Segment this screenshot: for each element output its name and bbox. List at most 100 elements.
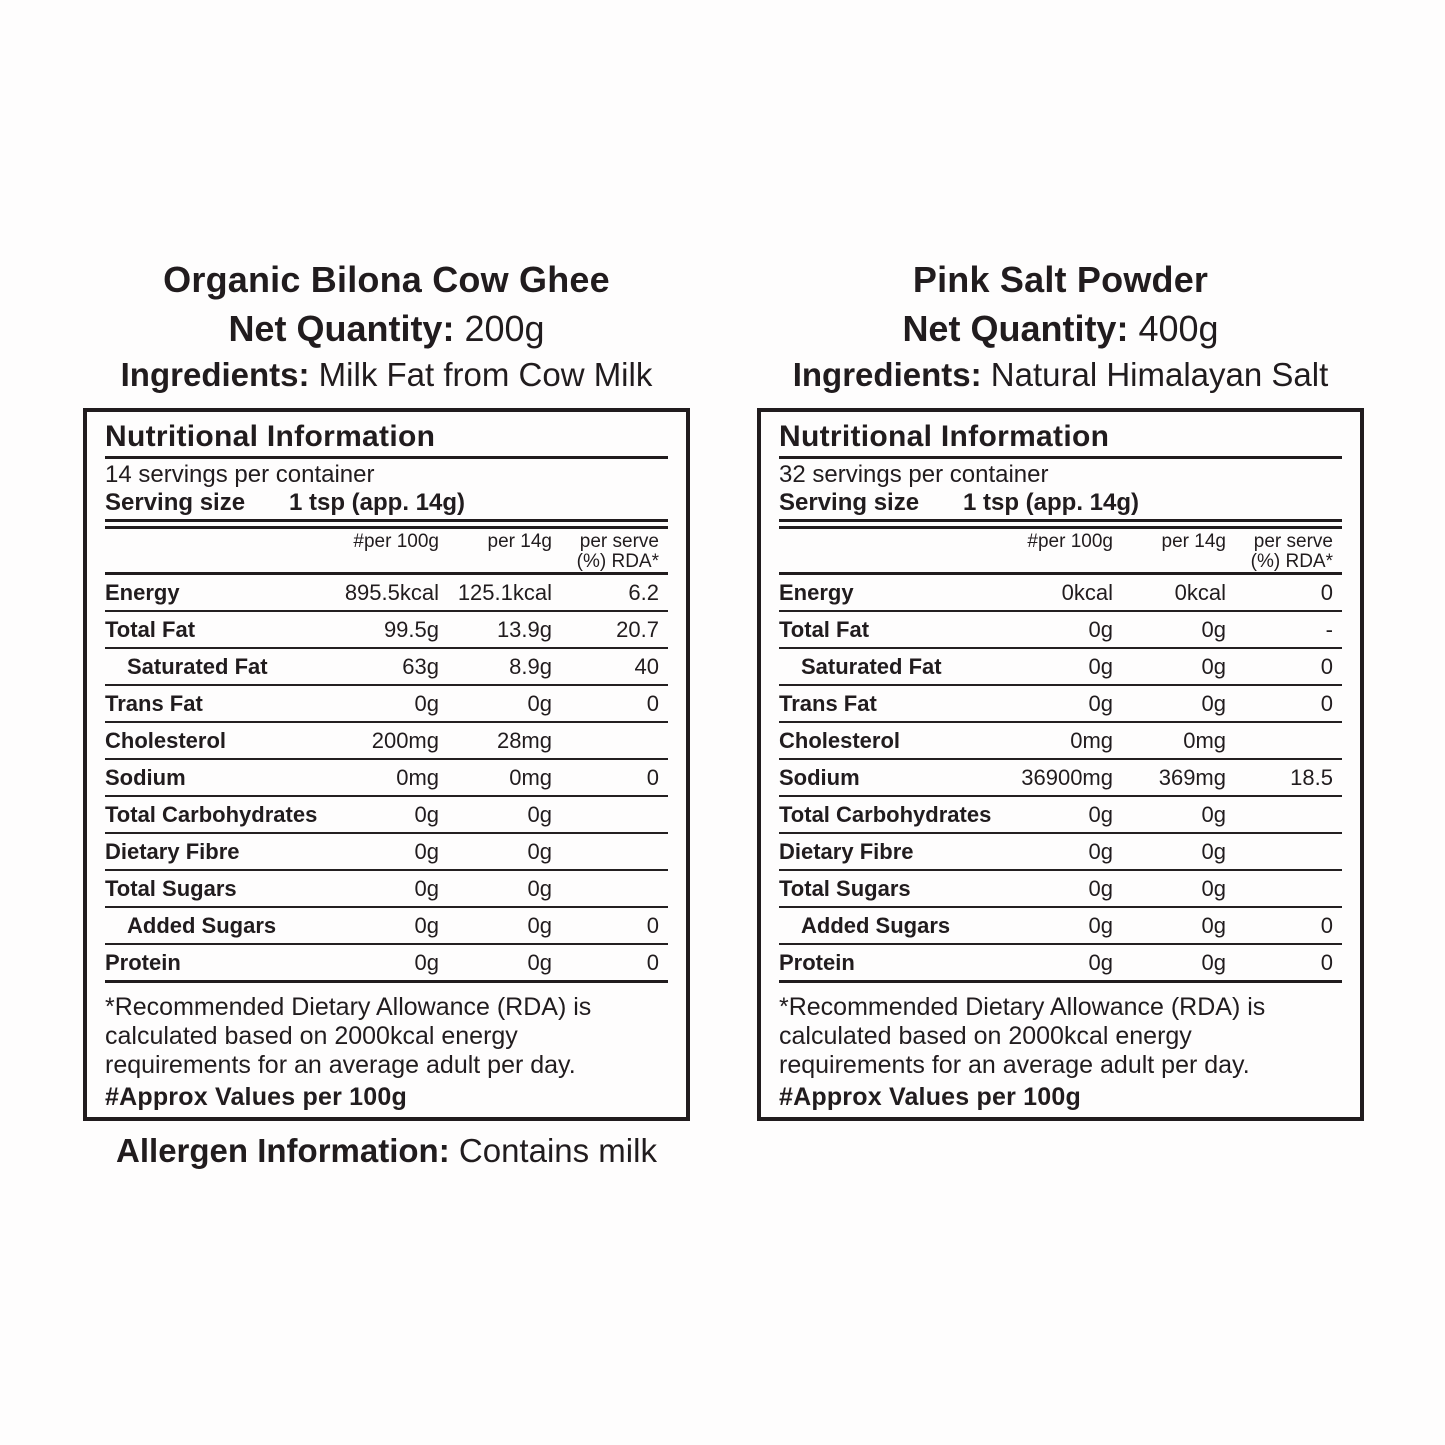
rda-footnote: *Recommended Dietary Allowance (RDA) is …: [779, 993, 1266, 1079]
table-row: Sodium 36900mg 369mg 18.5: [779, 760, 1342, 797]
nutrient-name: Sodium: [779, 765, 860, 790]
nutrient-name: Total Sugars: [779, 876, 911, 901]
value-per-100g: 0mg: [1070, 728, 1113, 753]
nutrient-name: Total Carbohydrates: [105, 802, 318, 827]
column-headers: #per 100g per 14g per serve (%) RDA*: [779, 529, 1342, 575]
table-row: Trans Fat 0g 0g 0: [779, 686, 1342, 723]
value-per-100g: 895.5kcal: [344, 580, 439, 605]
value-per-serve: -: [1325, 617, 1333, 642]
table-row: Protein 0g 0g 0: [105, 945, 668, 983]
serving-size-row: Serving size 1 tsp (app. 14g): [105, 489, 668, 517]
nutrient-name: Cholesterol: [105, 728, 227, 753]
nutrient-name: Total Fat: [779, 617, 870, 642]
serving-size-row: Serving size 1 tsp (app. 14g): [779, 489, 1342, 517]
serving-size-value: 1 tsp (app. 14g): [289, 489, 466, 516]
table-row: Dietary Fibre 0g 0g: [105, 834, 668, 871]
value-per-14g: 125.1kcal: [457, 580, 552, 605]
nutrient-name: Added Sugars: [801, 913, 951, 938]
value-per-14g: 0g: [527, 876, 552, 901]
value-per-serve: 0: [1320, 654, 1333, 679]
col-header-per-100g: #per 100g: [1027, 531, 1113, 552]
nutrient-name: Saturated Fat: [801, 654, 942, 679]
value-per-100g: 0g: [414, 876, 439, 901]
divider: [779, 456, 1342, 459]
value-per-serve: 0: [1320, 691, 1333, 716]
nutrient-name: Total Fat: [105, 617, 196, 642]
value-per-100g: 0g: [414, 839, 439, 864]
value-per-serve: 0: [646, 913, 659, 938]
per-serve-line2: (%) RDA*: [576, 551, 659, 572]
value-per-100g: 0kcal: [1061, 580, 1113, 605]
table-row: Total Fat 0g 0g -: [779, 612, 1342, 649]
value-per-14g: 0g: [527, 839, 552, 864]
value-per-14g: 0g: [527, 802, 552, 827]
table-row: Total Carbohydrates 0g 0g: [105, 797, 668, 834]
net-quantity-line: Net Quantity: 200g: [83, 304, 690, 354]
table-row: Cholesterol 200mg 28mg: [105, 723, 668, 760]
spacer: [982, 356, 991, 393]
value-per-14g: 13.9g: [496, 617, 552, 642]
servings-per-container: 32 servings per container: [779, 461, 1049, 488]
value-per-14g: 369mg: [1158, 765, 1226, 790]
spacer: [454, 308, 464, 349]
value-per-100g: 0g: [414, 950, 439, 975]
value-per-14g: 0g: [1201, 876, 1226, 901]
table-row: Sodium 0mg 0mg 0: [105, 760, 668, 797]
product-name: Pink Salt Powder: [912, 259, 1209, 300]
net-quantity-line: Net Quantity: 400g: [757, 304, 1364, 354]
value-per-100g: 0g: [1088, 839, 1113, 864]
per-serve-line2: (%) RDA*: [1250, 551, 1333, 572]
value-per-14g: 0g: [527, 913, 552, 938]
table-row: Saturated Fat 63g 8.9g 40: [105, 649, 668, 686]
value-per-100g: 63g: [402, 654, 439, 679]
product-name: Organic Bilona Cow Ghee: [163, 259, 610, 300]
value-per-14g: 0g: [1201, 654, 1226, 679]
per-serve-line1: per serve: [1253, 531, 1333, 552]
table-row: Saturated Fat 0g 0g 0: [779, 649, 1342, 686]
value-per-14g: 0kcal: [1174, 580, 1226, 605]
spacer: [450, 1132, 459, 1169]
nutrition-facts-box: Nutritional Information 14 servings per …: [83, 408, 690, 1121]
col-header-per-14g: per 14g: [487, 531, 552, 552]
nutrient-name: Sodium: [105, 765, 186, 790]
nutrient-name: Cholesterol: [779, 728, 901, 753]
column-headers: #per 100g per 14g per serve (%) RDA*: [105, 529, 668, 575]
table-row: Dietary Fibre 0g 0g: [779, 834, 1342, 871]
value-per-100g: 99.5g: [383, 617, 439, 642]
value-per-serve: 0: [646, 950, 659, 975]
nutrient-name: Added Sugars: [127, 913, 277, 938]
value-per-14g: 0mg: [1183, 728, 1226, 753]
ingredients-line: Ingredients: Natural Himalayan Salt: [757, 354, 1364, 396]
allergen-value: Contains milk: [458, 1132, 657, 1169]
table-row: Added Sugars 0g 0g 0: [105, 908, 668, 945]
servings-per-container: 14 servings per container: [105, 461, 375, 488]
col-header-per-14g: per 14g: [1161, 531, 1226, 552]
nutrient-name: Energy: [779, 580, 854, 605]
ingredients-line: Ingredients: Milk Fat from Cow Milk: [83, 354, 690, 396]
value-per-14g: 0g: [1201, 691, 1226, 716]
value-per-serve: 20.7: [616, 617, 659, 642]
value-per-100g: 200mg: [371, 728, 439, 753]
value-per-serve: 6.2: [628, 580, 659, 605]
ingredients-label: Ingredients:: [792, 356, 982, 393]
nutrient-name: Total Sugars: [105, 876, 237, 901]
nutrient-name: Dietary Fibre: [105, 839, 240, 864]
approx-values-note: #Approx Values per 100g: [105, 1083, 407, 1111]
value-per-14g: 0mg: [509, 765, 552, 790]
spacer: [1128, 308, 1138, 349]
value-per-14g: 0g: [527, 691, 552, 716]
table-row: Total Carbohydrates 0g 0g: [779, 797, 1342, 834]
value-per-100g: 0g: [414, 913, 439, 938]
nutrition-facts-box: Nutritional Information 32 servings per …: [757, 408, 1364, 1121]
nutrient-name: Trans Fat: [779, 691, 877, 716]
net-quantity-label: Net Quantity:: [902, 308, 1129, 349]
net-quantity-label: Net Quantity:: [228, 308, 455, 349]
serving-size-value: 1 tsp (app. 14g): [963, 489, 1140, 516]
allergen-label: Allergen Information:: [116, 1132, 450, 1169]
col-header-per-100g: #per 100g: [353, 531, 439, 552]
allergen-line: Allergen Information: Contains milk: [83, 1129, 690, 1173]
value-per-100g: 0g: [1088, 617, 1113, 642]
product-label-panel: Organic Bilona Cow Ghee Net Quantity: 20…: [83, 256, 690, 1173]
value-per-14g: 0g: [1201, 617, 1226, 642]
serving-size-label: Serving size: [779, 489, 920, 516]
